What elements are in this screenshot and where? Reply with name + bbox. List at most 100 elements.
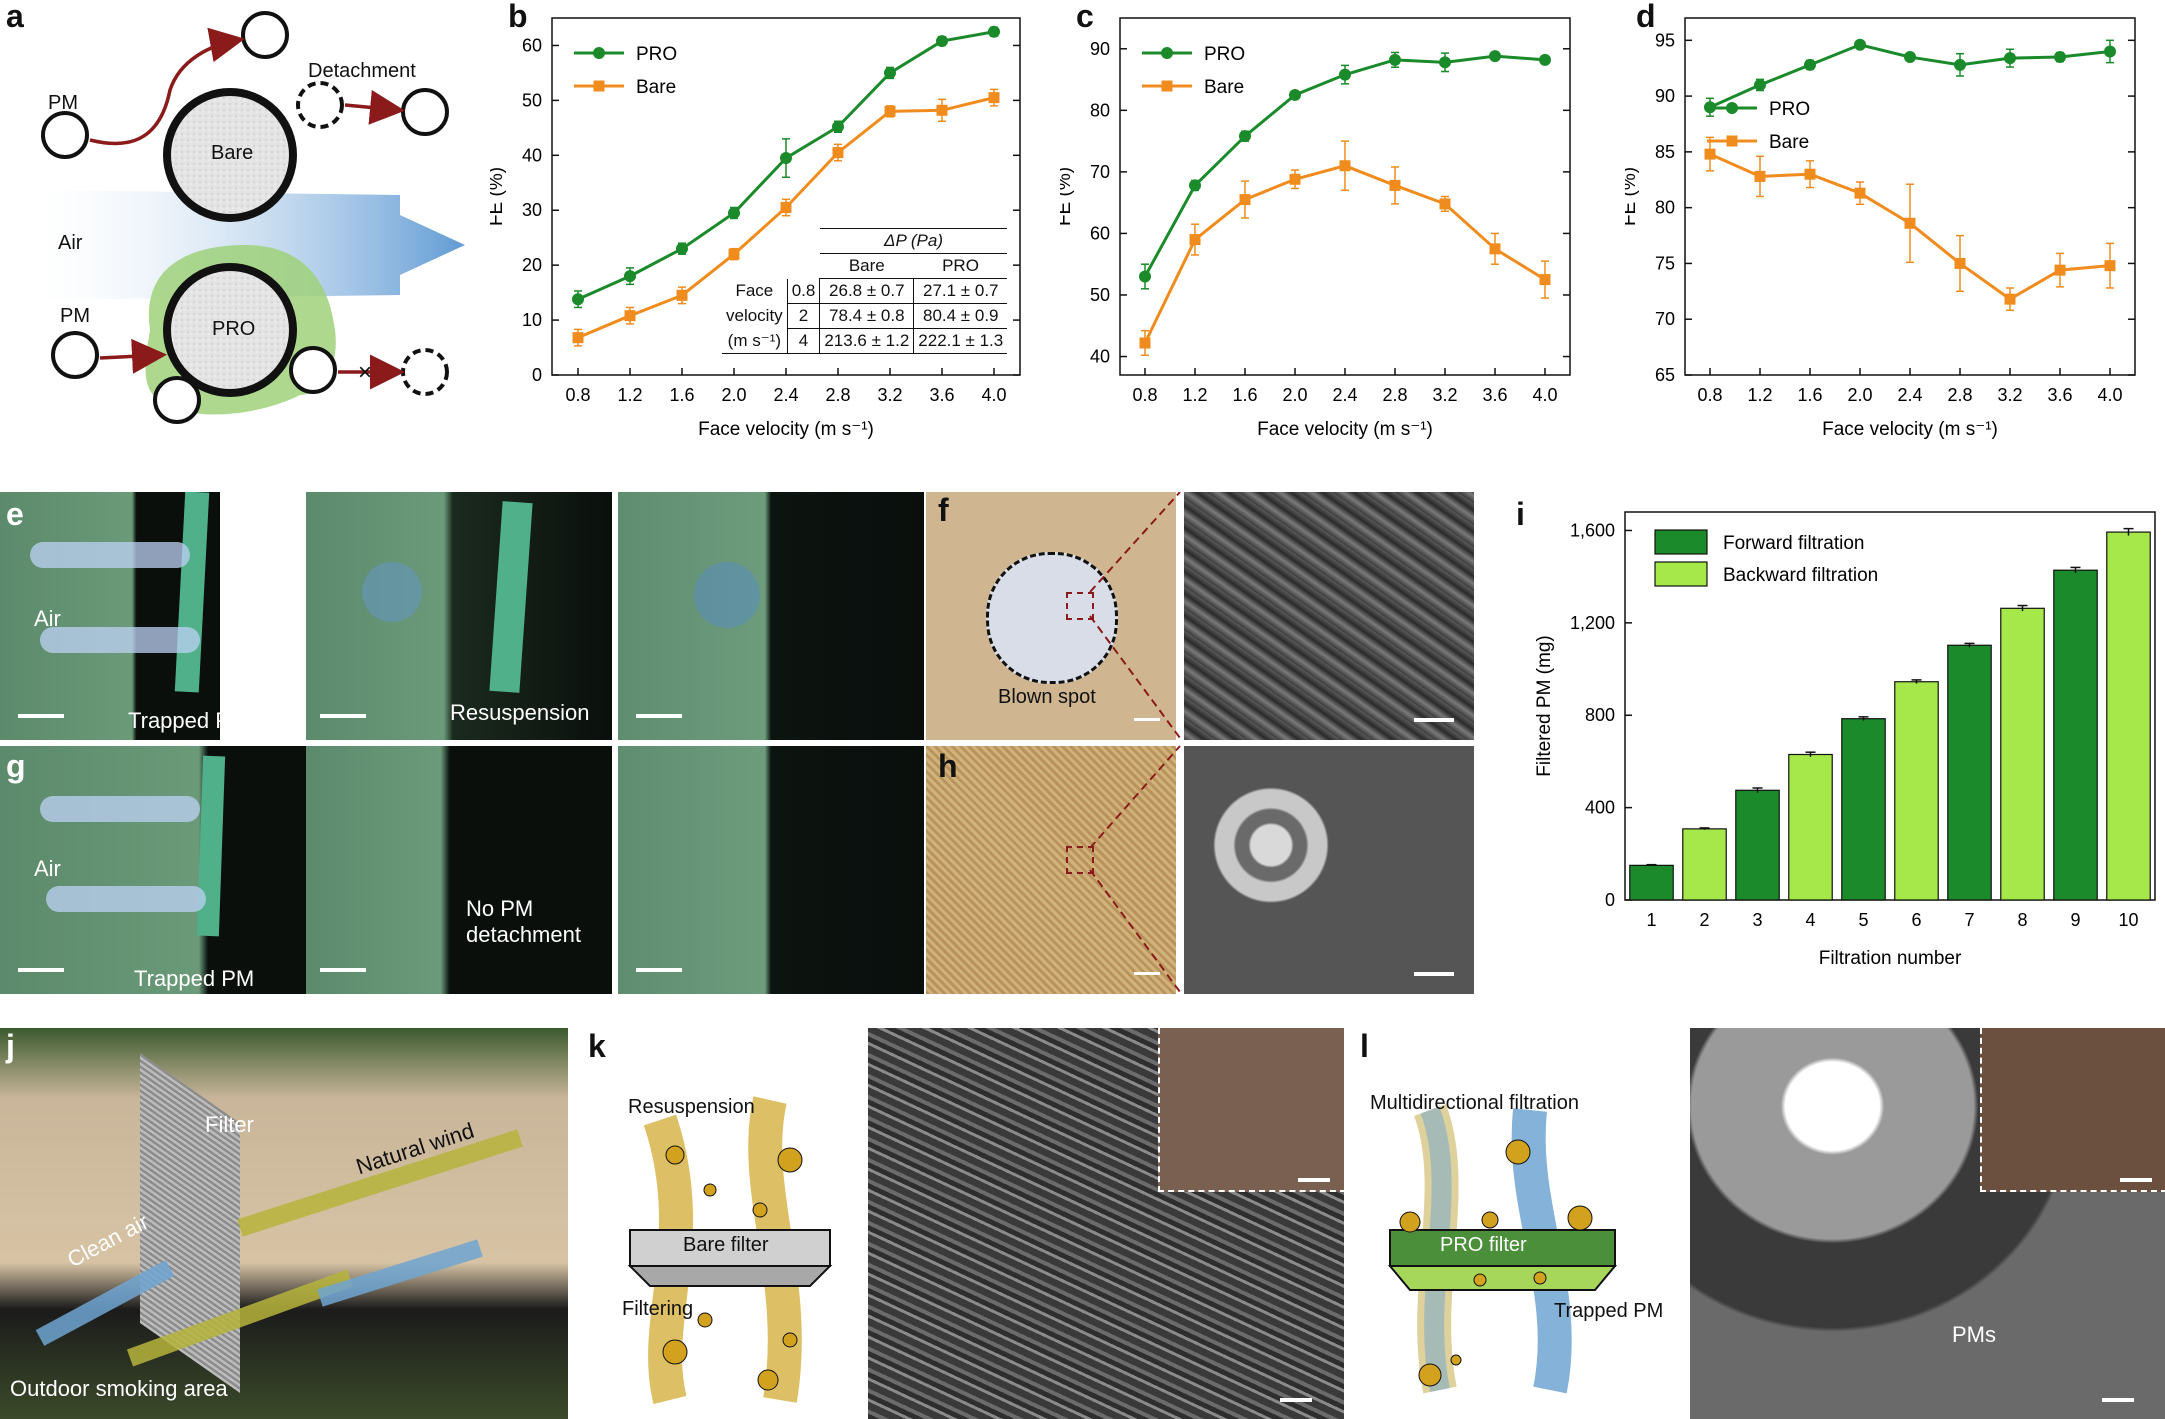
y-tick-label: 85 bbox=[1655, 142, 1675, 162]
panel-label-a: a bbox=[6, 0, 24, 34]
legend-swatch bbox=[1654, 529, 1708, 555]
legend-label: Bare bbox=[636, 77, 676, 98]
schematic-l bbox=[1387, 1104, 1618, 1394]
label-trapped-pm-l: Trapped PM bbox=[1554, 1300, 1664, 1322]
data-point-pro bbox=[1754, 78, 1766, 91]
bar-filtration-3 bbox=[1735, 789, 1780, 901]
panel-label-l: l bbox=[1360, 1028, 1369, 1064]
data-point-pro bbox=[2004, 52, 2016, 65]
legend-label: Bare bbox=[1204, 77, 1244, 98]
bar-filtration-6 bbox=[1894, 681, 1939, 901]
y-tick-label: 10 bbox=[522, 310, 542, 330]
label-bare-filter: Bare filter bbox=[683, 1234, 769, 1256]
data-point-pro bbox=[988, 25, 1000, 38]
x-tick-label: 2.0 bbox=[1282, 385, 1307, 405]
x-tick-label: 2.8 bbox=[825, 385, 850, 405]
y-tick-label: 400 bbox=[1585, 798, 1615, 818]
data-point-bare bbox=[1904, 217, 1916, 229]
panel-label-d: d bbox=[1636, 0, 1656, 34]
data-point-pro bbox=[624, 270, 636, 283]
x-tick-label: 2.0 bbox=[721, 385, 746, 405]
y-tick-label: 1,600 bbox=[1570, 520, 1615, 540]
series-line-bare bbox=[1143, 164, 1546, 344]
bar-filtration-7 bbox=[1947, 644, 1992, 901]
data-point-pro bbox=[2104, 45, 2116, 58]
data-point-pro bbox=[1289, 88, 1301, 101]
y-tick-label: 800 bbox=[1585, 705, 1615, 725]
data-point-bare bbox=[2104, 260, 2116, 272]
x-tick-label: 4.0 bbox=[2097, 385, 2122, 405]
x-tick-label: 2.4 bbox=[1332, 385, 1357, 405]
label-detachment-g: detachment bbox=[466, 922, 581, 947]
data-point-bare bbox=[1139, 337, 1151, 349]
x-tick-label: 9 bbox=[2070, 910, 2080, 930]
panel-label-i: i bbox=[1516, 496, 1525, 532]
label-pm-bottom: PM bbox=[60, 305, 90, 327]
data-point-bare bbox=[572, 332, 584, 344]
table-row-label: (m s⁻¹) bbox=[722, 328, 788, 354]
pressure-drop-table: ΔP (Pa) Bare PRO Face 0.8 26.8 ± 0.7 27.… bbox=[722, 228, 1008, 354]
photo-f-filter bbox=[926, 492, 1176, 740]
bare-fiber bbox=[163, 88, 297, 222]
x-tick-label: 1.2 bbox=[1182, 385, 1207, 405]
y-tick-label: 90 bbox=[1655, 86, 1675, 106]
label-air-e: Air bbox=[34, 606, 61, 631]
data-point-bare bbox=[1754, 170, 1766, 182]
bar-filtration-5 bbox=[1841, 718, 1886, 901]
x-tick-label: 8 bbox=[2017, 910, 2027, 930]
photo-e-2 bbox=[306, 492, 612, 740]
legend-label: Bare bbox=[1769, 132, 1809, 153]
table-cell: 27.1 ± 0.7 bbox=[923, 281, 999, 300]
x-tick-label: 1.2 bbox=[1747, 385, 1772, 405]
label-resuspension-k: Resuspension bbox=[628, 1096, 755, 1118]
y-axis-label: FE (%) bbox=[1060, 167, 1075, 226]
legend-marker bbox=[593, 47, 605, 59]
x-tick-label: 1.2 bbox=[617, 385, 642, 405]
photo-e-3 bbox=[618, 492, 924, 740]
x-tick-label: 1.6 bbox=[1232, 385, 1257, 405]
photo-g-1 bbox=[0, 746, 306, 994]
data-point-bare bbox=[1954, 257, 1966, 269]
y-tick-label: 20 bbox=[522, 255, 542, 275]
legend-swatch bbox=[1654, 561, 1708, 587]
x-tick-label: 7 bbox=[1964, 910, 1974, 930]
bar-filtration-1 bbox=[1629, 864, 1674, 901]
y-tick-label: 1,200 bbox=[1570, 613, 1615, 633]
data-point-bare bbox=[1854, 187, 1866, 199]
label-pro-filter: PRO filter bbox=[1440, 1234, 1527, 1256]
x-tick-label: 10 bbox=[2118, 910, 2138, 930]
y-tick-label: 70 bbox=[1655, 309, 1675, 329]
data-point-pro bbox=[1804, 58, 1816, 71]
photo-j bbox=[0, 1028, 568, 1419]
panel-label-f: f bbox=[938, 492, 949, 528]
x-tick-label: 3.2 bbox=[1997, 385, 2022, 405]
x-tick-label: 3.6 bbox=[929, 385, 954, 405]
label-pm-top: PM bbox=[48, 92, 78, 114]
label-bare: Bare bbox=[211, 142, 254, 164]
svg-text:×: × bbox=[358, 359, 372, 386]
y-tick-label: 65 bbox=[1655, 365, 1675, 385]
x-tick-label: 3.2 bbox=[1432, 385, 1457, 405]
data-point-bare bbox=[728, 248, 740, 260]
x-tick-label: 2.4 bbox=[1897, 385, 1922, 405]
y-tick-label: 75 bbox=[1655, 253, 1675, 273]
data-point-pro bbox=[936, 35, 948, 48]
table-cell: 80.4 ± 0.9 bbox=[913, 303, 1008, 329]
pm-particle bbox=[241, 11, 289, 59]
table-col-pro: PRO bbox=[913, 253, 1008, 279]
table-cell: 2 bbox=[786, 303, 821, 329]
photo-h-filter bbox=[926, 746, 1176, 994]
legend-label: PRO bbox=[636, 44, 677, 65]
label-no-pm: No PM bbox=[466, 896, 534, 921]
data-point-bare bbox=[624, 310, 636, 322]
data-point-pro bbox=[1189, 179, 1201, 192]
pm-particle bbox=[401, 88, 449, 136]
bar-filtration-2 bbox=[1682, 828, 1727, 901]
pm-particle-trapped bbox=[289, 346, 337, 394]
data-point-pro bbox=[1954, 58, 1966, 71]
panel-label-g: g bbox=[6, 748, 26, 784]
y-tick-label: 60 bbox=[1090, 223, 1110, 243]
pm-particle-detached bbox=[296, 81, 344, 129]
label-outdoor-smoking: Outdoor smoking area bbox=[10, 1376, 228, 1401]
label-air: Air bbox=[58, 232, 83, 254]
